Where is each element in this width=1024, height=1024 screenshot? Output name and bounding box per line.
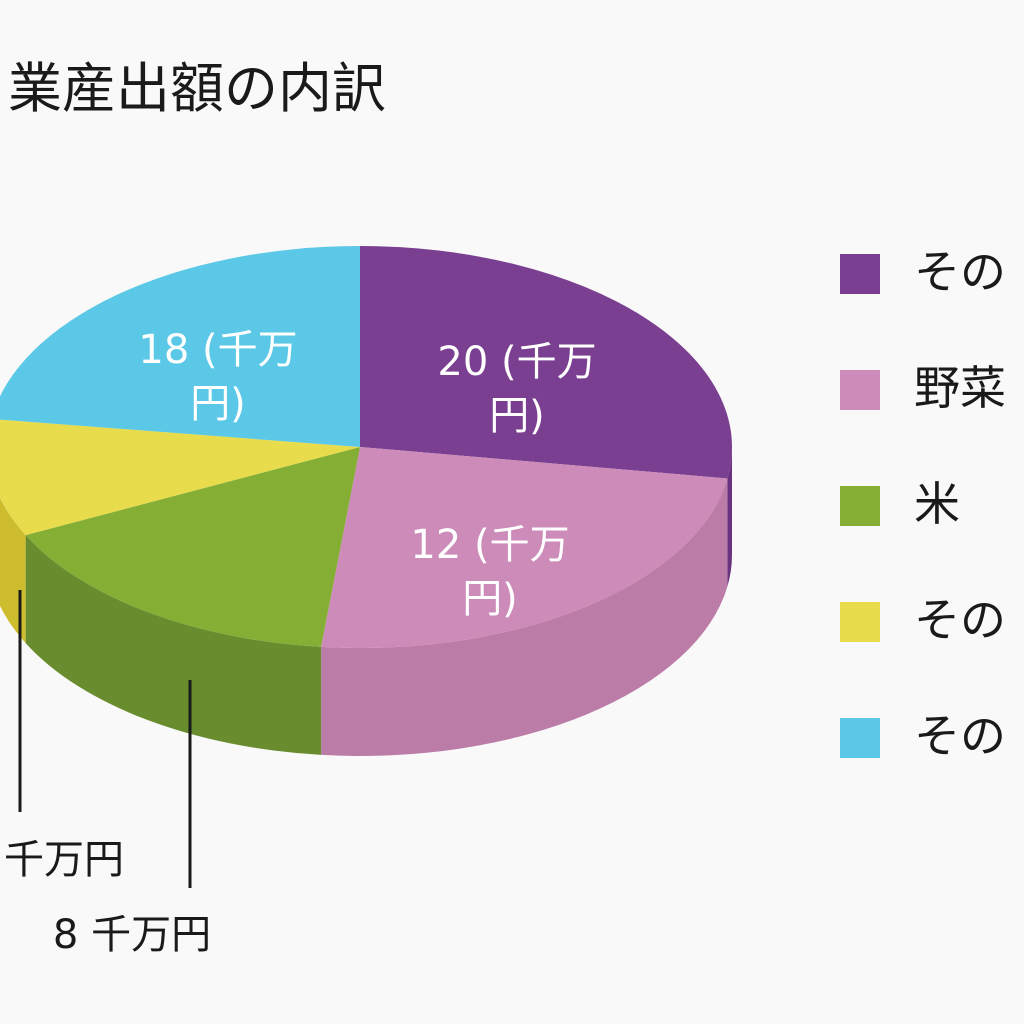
pie-side-1	[321, 478, 728, 756]
pie-side-2	[25, 535, 322, 755]
legend-swatch	[840, 486, 880, 526]
slice-label-1: 12 (千万円)	[410, 522, 569, 622]
slice-label-0: 20 (千万円)	[437, 339, 596, 439]
slice-label-3: 千万円	[4, 837, 124, 883]
legend-swatch	[840, 718, 880, 758]
legend-item-1: 野菜	[840, 356, 1024, 416]
pie-slice-4	[0, 246, 360, 447]
pie-slice-0	[360, 246, 732, 479]
legend-label: その	[914, 709, 1006, 763]
legend-swatch	[840, 254, 880, 294]
legend-label: 米	[914, 477, 960, 531]
pie-slice-1	[321, 447, 728, 649]
legend-label: その	[914, 593, 1006, 647]
slice-label-2: 8 千万円	[53, 912, 211, 958]
legend-item-4: その	[840, 704, 1024, 764]
legend-swatch	[840, 370, 880, 410]
legend-label: その	[914, 245, 1006, 299]
legend-item-0: その	[840, 240, 1024, 300]
legend-swatch	[840, 602, 880, 642]
slice-label-4: 18 (千万円)	[138, 327, 297, 427]
pie-slice-3	[0, 419, 360, 536]
slice-labels: 20 (千万円) 12 (千万円) 8 千万円 千万円 18 (千万円)	[4, 327, 597, 958]
leader-lines	[18, 590, 192, 888]
chart-title: 業産出額の内訳	[8, 57, 386, 120]
pie-tops	[0, 246, 732, 649]
legend-item-2: 米	[840, 472, 1024, 532]
legend-label: 野菜	[914, 361, 1006, 415]
pie-side-0	[727, 447, 732, 587]
pie-slice-2	[25, 447, 360, 647]
legend-item-3: その	[840, 588, 1024, 648]
